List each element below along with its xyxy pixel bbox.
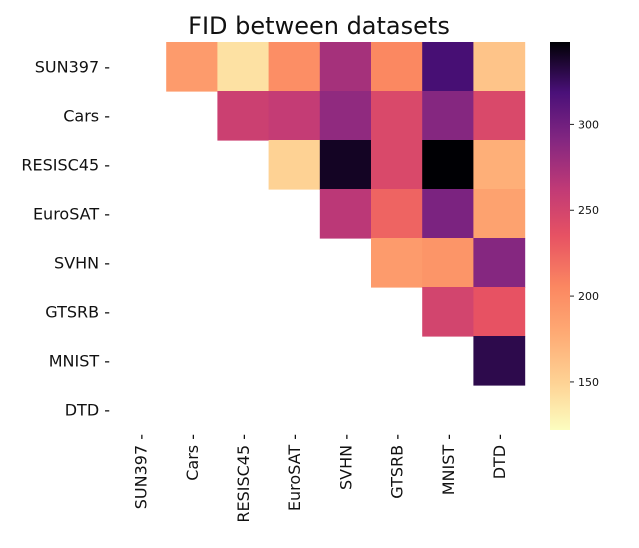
- row-label-mnist: MNIST -: [49, 352, 110, 371]
- row-label-cars: Cars -: [63, 107, 110, 126]
- heatmap-cell-cars-resisc45: [217, 91, 270, 141]
- heatmap-cell-cars-dtd: [473, 91, 526, 141]
- chart-title: FID between datasets: [188, 12, 450, 40]
- heatmap-cell-sun397-gtsrb: [371, 42, 423, 92]
- col-label-svhn: SVHN -: [336, 434, 355, 490]
- heatmap-cell-cars-mnist: [422, 91, 474, 141]
- heatmap-cell-sun397-eurosat: [268, 42, 321, 92]
- heatmap-cell-resisc45-eurosat: [268, 140, 321, 190]
- heatmap-cell-cars-eurosat: [268, 91, 321, 141]
- heatmap-cells: [166, 42, 526, 386]
- colorbar-tick-label: 300: [578, 118, 599, 131]
- col-label-gtsrb: GTSRB -: [388, 434, 407, 499]
- heatmap-cell-eurosat-gtsrb: [371, 189, 423, 239]
- col-label-dtd: DTD -: [490, 434, 509, 479]
- heatmap-cell-eurosat-svhn: [319, 189, 372, 239]
- colorbar-tick-label: 200: [578, 290, 599, 303]
- heatmap-cell-sun397-resisc45: [217, 42, 270, 92]
- row-label-sun397: SUN397 -: [35, 58, 110, 77]
- row-label-gtsrb: GTSRB -: [45, 303, 110, 322]
- heatmap-cell-resisc45-gtsrb: [371, 140, 423, 190]
- row-label-svhn: SVHN -: [54, 254, 110, 273]
- column-tick-labels: SUN397 - Cars - RESISC45 - EuroSAT - SVHN - G…: [132, 434, 509, 523]
- heatmap-cell-sun397-mnist: [422, 42, 474, 92]
- colorbar-tick-label: 250: [578, 204, 599, 217]
- heatmap-cell-gtsrb-dtd: [473, 287, 526, 337]
- row-label-dtd: DTD -: [65, 401, 110, 420]
- heatmap-cell-sun397-svhn: [319, 42, 372, 92]
- heatmap-cell-cars-gtsrb: [371, 91, 423, 141]
- heatmap-cell-svhn-dtd: [473, 238, 526, 288]
- heatmap-cell-eurosat-mnist: [422, 189, 474, 239]
- col-label-sun397: SUN397 -: [132, 434, 151, 509]
- heatmap-cell-svhn-gtsrb: [371, 238, 423, 288]
- heatmap-cell-svhn-mnist: [422, 238, 474, 288]
- colorbar: [550, 42, 570, 430]
- heatmap-cell-mnist-dtd: [473, 336, 526, 386]
- row-label-eurosat: EuroSAT -: [33, 205, 110, 224]
- col-label-eurosat: EuroSAT -: [285, 434, 304, 511]
- row-tick-labels: SUN397 - Cars - RESISC45 - EuroSAT - SVHN - G…: [21, 58, 110, 420]
- heatmap-cell-resisc45-svhn: [319, 140, 372, 190]
- heatmap-cell-gtsrb-mnist: [422, 287, 474, 337]
- heatmap-cell-cars-svhn: [319, 91, 372, 141]
- heatmap-cell-resisc45-dtd: [473, 140, 526, 190]
- col-label-resisc45: RESISC45 -: [234, 434, 253, 523]
- col-label-cars: Cars -: [183, 434, 202, 481]
- heatmap-cell-sun397-dtd: [473, 42, 526, 92]
- colorbar-tick-label: 150: [578, 376, 599, 389]
- col-label-mnist: MNIST -: [439, 434, 458, 495]
- heatmap-cell-sun397-cars: [166, 42, 218, 92]
- heatmap-cell-eurosat-dtd: [473, 189, 526, 239]
- heatmap-cell-resisc45-mnist: [422, 140, 474, 190]
- row-label-resisc45: RESISC45 -: [21, 156, 110, 175]
- colorbar-ticks: 150 200 250 300: [570, 118, 599, 389]
